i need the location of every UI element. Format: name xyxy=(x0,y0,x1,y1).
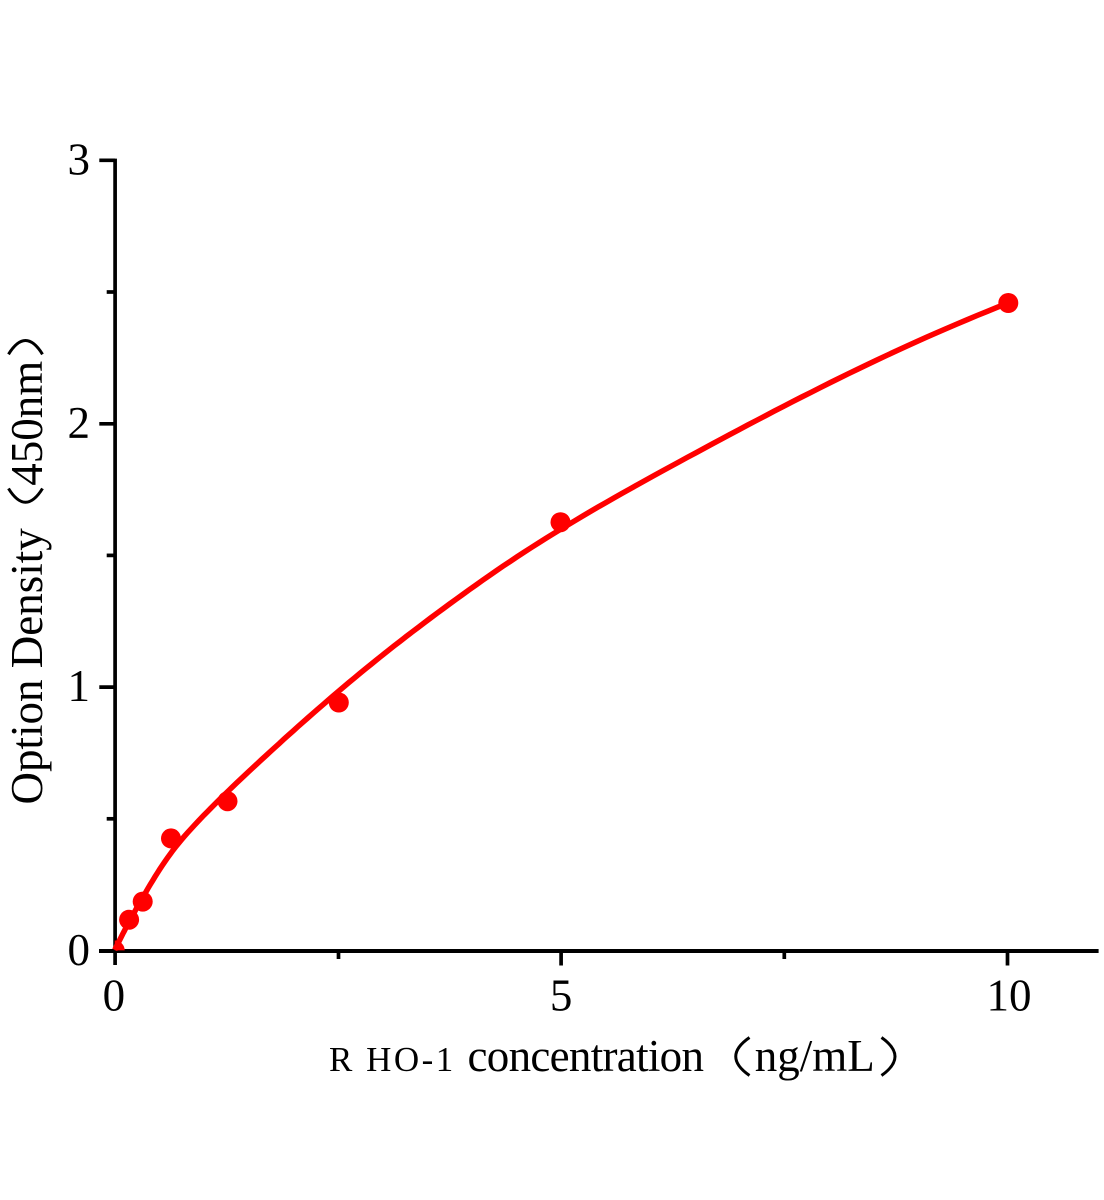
svg-text:0: 0 xyxy=(103,971,126,1021)
svg-text:3: 3 xyxy=(68,134,91,184)
svg-text:Option Density: Option Density xyxy=(2,528,52,805)
svg-text:ng/mL: ng/mL xyxy=(755,1031,875,1081)
svg-text:R HO-1: R HO-1 xyxy=(329,1040,456,1079)
svg-text:5: 5 xyxy=(550,971,573,1021)
svg-text:0: 0 xyxy=(68,925,91,975)
svg-text:concentration: concentration xyxy=(468,1031,704,1081)
svg-text:10: 10 xyxy=(987,971,1032,1021)
svg-text:1: 1 xyxy=(68,661,91,711)
svg-text:2: 2 xyxy=(68,398,91,448)
svg-text:450nm: 450nm xyxy=(2,361,52,486)
